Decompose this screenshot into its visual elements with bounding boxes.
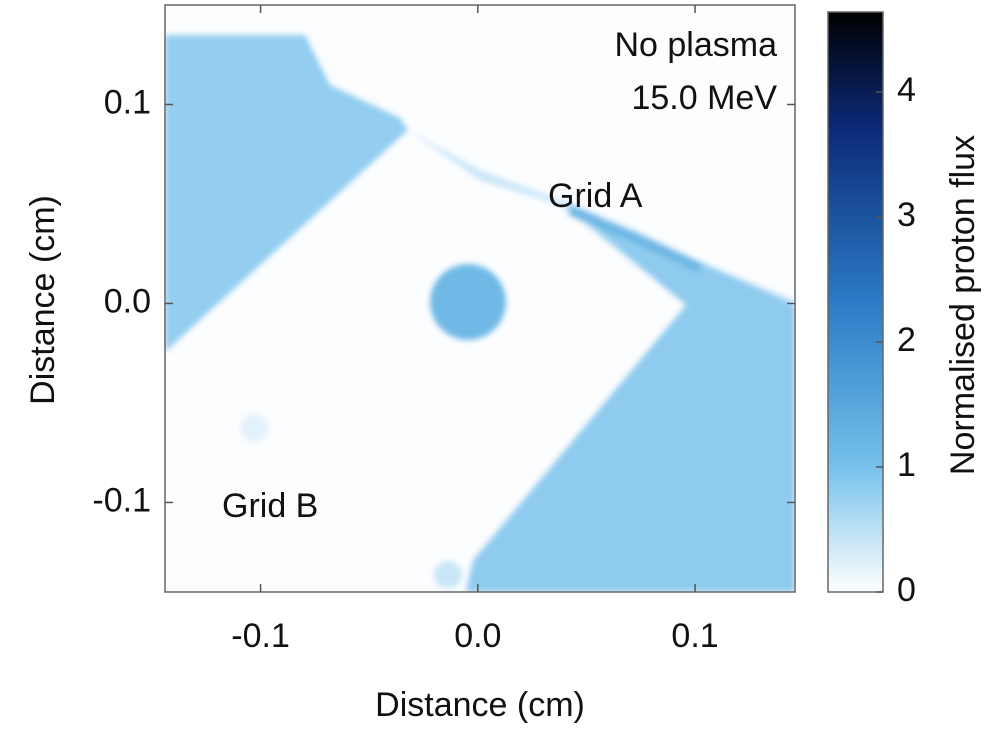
y-tick-label: 0.0 [104, 282, 151, 320]
x-tick-label: 0.1 [671, 617, 718, 655]
x-axis-label: Distance (cm) [375, 686, 585, 724]
colorbar-tick-label: 3 [897, 196, 916, 234]
colorbar-tick-label: 4 [897, 71, 916, 109]
y-axis-label: Distance (cm) [24, 195, 62, 405]
y-tick-label: 0.1 [104, 83, 151, 121]
proton-image [165, 5, 795, 592]
annotation: 15.0 MeV [631, 79, 777, 117]
colorbar-tick-label: 0 [897, 571, 916, 609]
y-tick-label: -0.1 [92, 481, 151, 519]
colorbar-label: Normalised proton flux [944, 135, 982, 475]
plot-frame [164, 4, 796, 593]
colorbar [827, 11, 884, 593]
x-tick-label: -0.1 [231, 617, 290, 655]
x-tick-label: 0.0 [454, 617, 501, 655]
annotation: No plasma [614, 26, 777, 64]
annotation: Grid A [548, 177, 643, 215]
annotation: Grid B [222, 487, 318, 525]
colorbar-tick-label: 2 [897, 321, 916, 359]
colorbar-tick-label: 1 [897, 446, 916, 484]
